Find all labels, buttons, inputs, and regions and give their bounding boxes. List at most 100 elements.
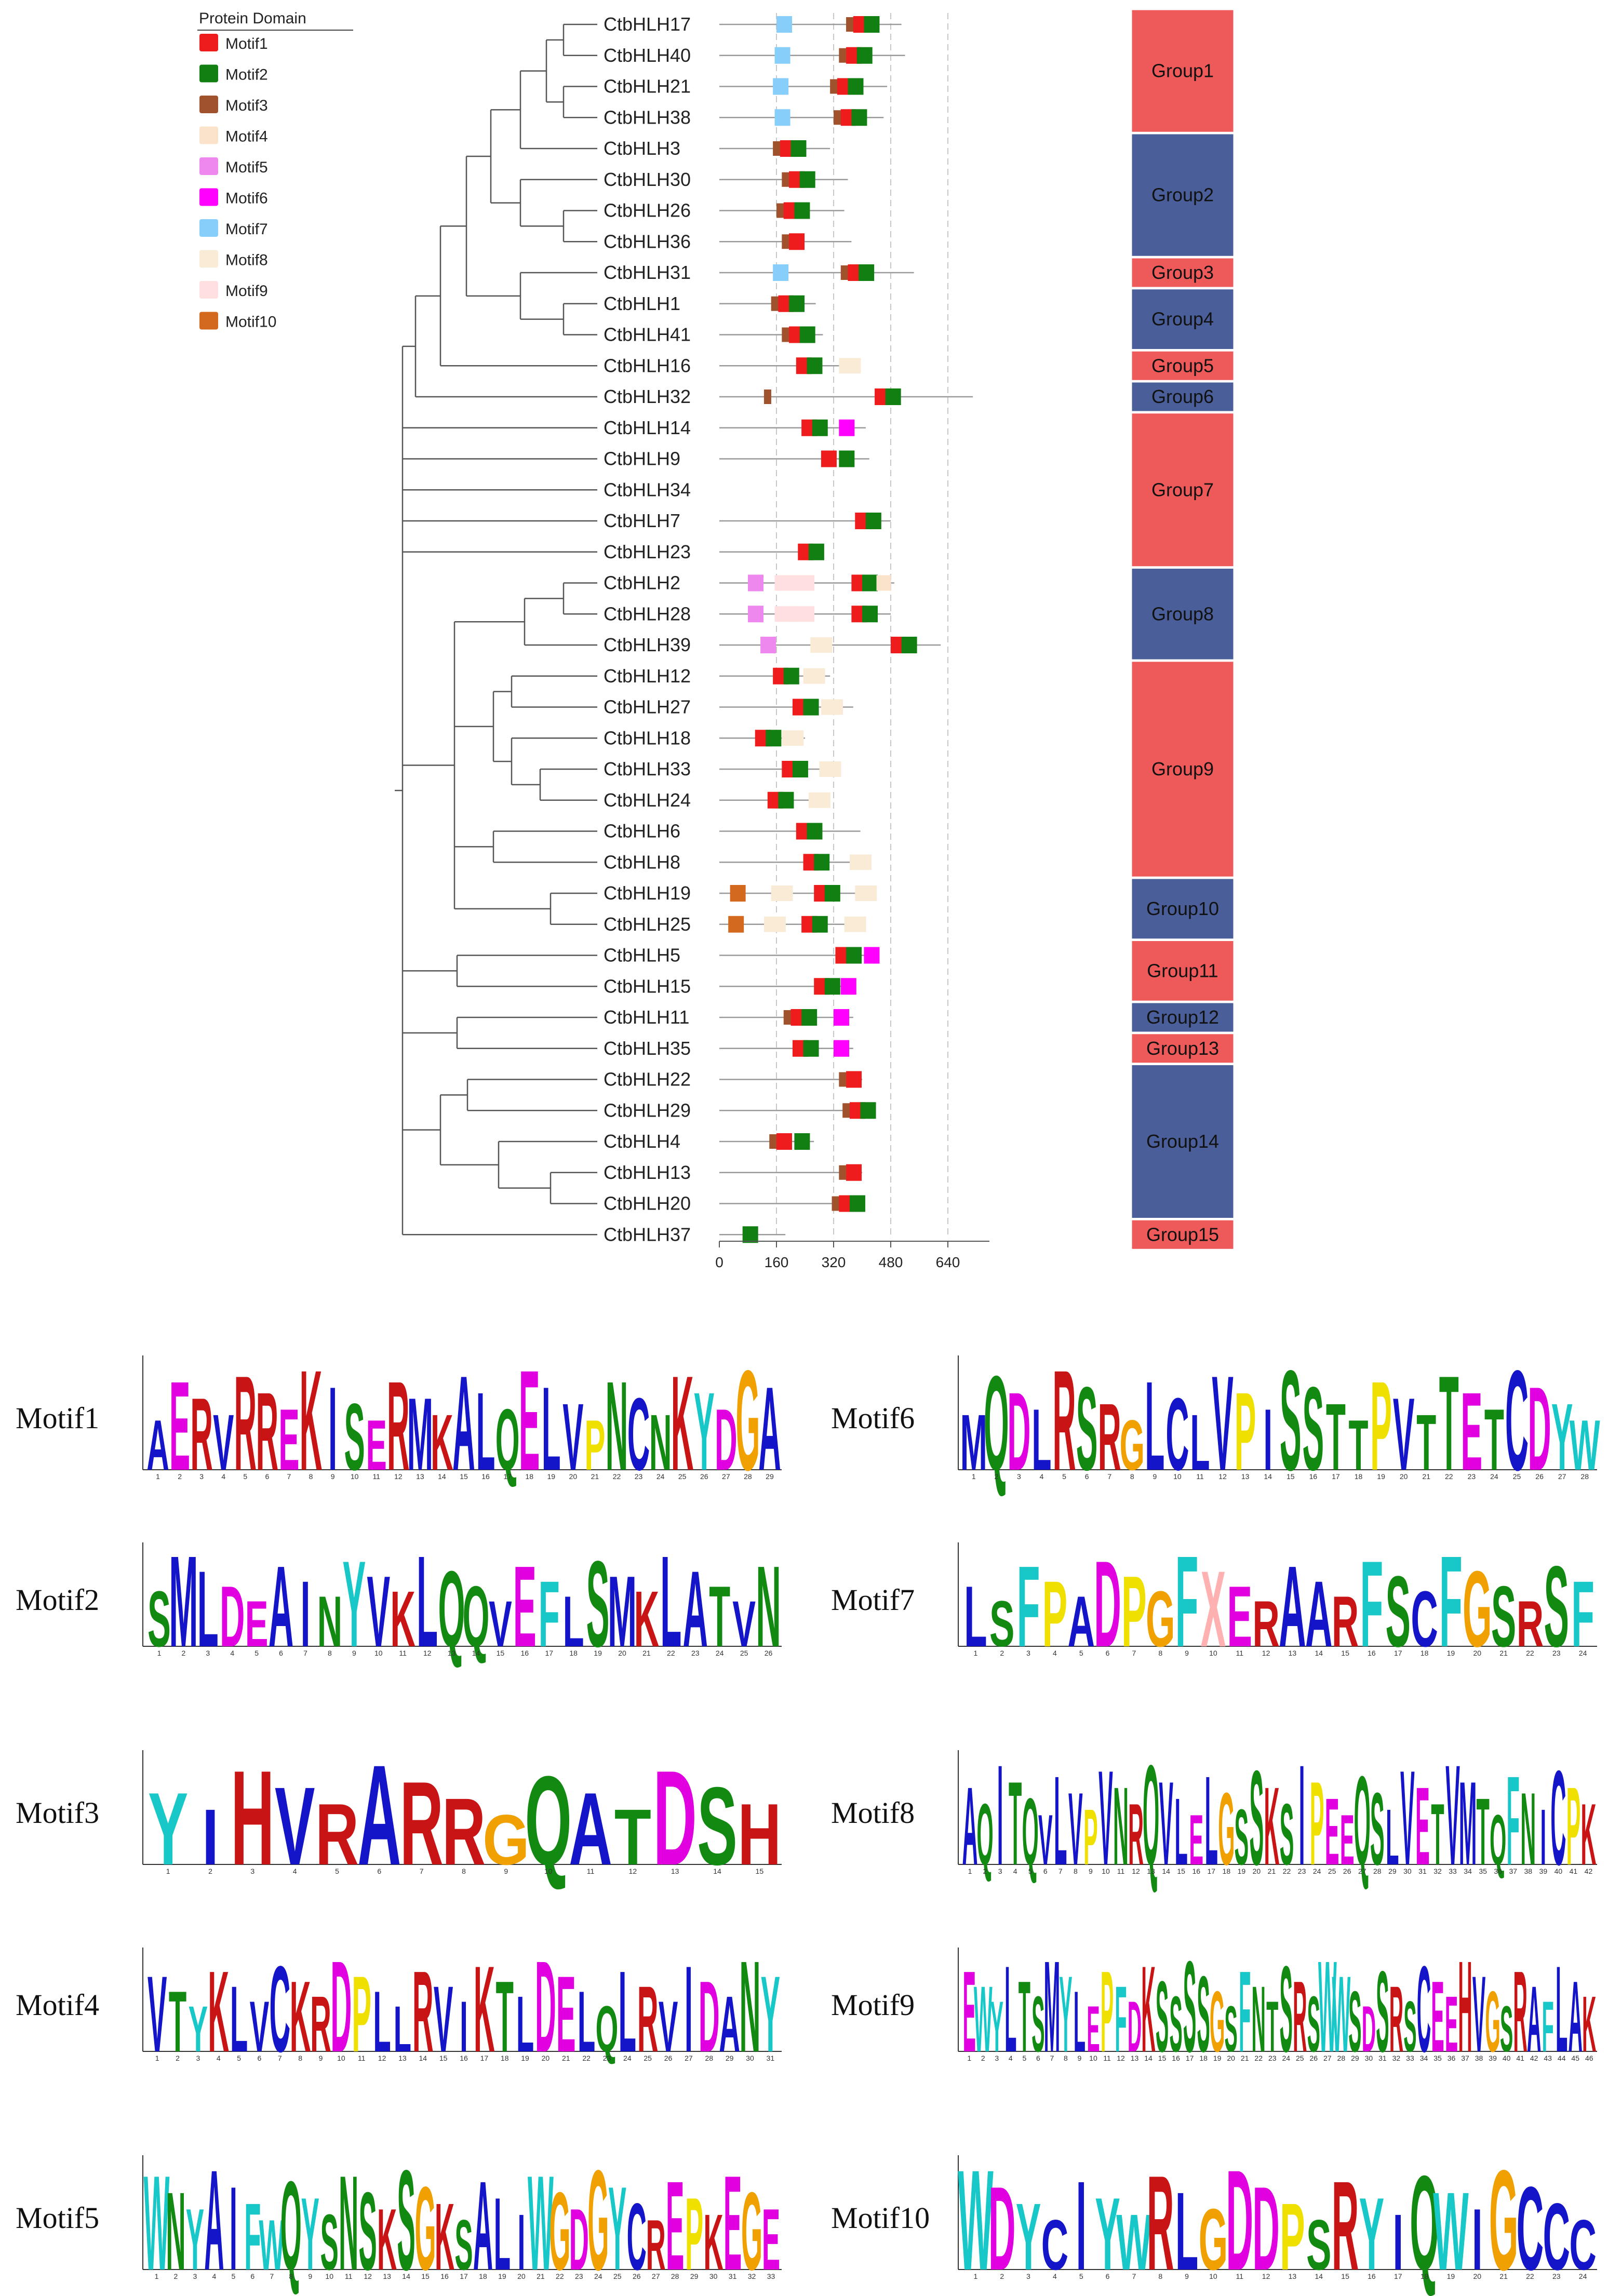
logo-letter: K bbox=[704, 2199, 723, 2287]
logo-position: 34 bbox=[1420, 2054, 1428, 2062]
logo-position: 11 bbox=[1236, 1649, 1243, 1657]
gene-label: CtbHLH14 bbox=[604, 417, 691, 438]
logo-position: 6 bbox=[1043, 1867, 1048, 1875]
logo-letter: N bbox=[756, 1541, 781, 1671]
logo-letter: E bbox=[366, 1406, 387, 1485]
logo-position: 10 bbox=[1102, 1867, 1110, 1875]
logo-letter: R bbox=[1128, 1785, 1144, 1883]
logo-position: 13 bbox=[671, 1867, 679, 1875]
logo-position: 19 bbox=[498, 2272, 506, 2280]
logo-position: 19 bbox=[1213, 2054, 1222, 2062]
logo-letter: V bbox=[732, 1588, 756, 1661]
logo-position: 2 bbox=[1000, 2272, 1004, 2280]
motif-box-motif2 bbox=[807, 823, 823, 840]
logo-letter: E bbox=[1227, 1569, 1252, 1665]
logo-position: 44 bbox=[1558, 2054, 1566, 2062]
gene-label: CtbHLH31 bbox=[604, 262, 691, 283]
logo-position: 40 bbox=[1503, 2054, 1511, 2062]
logo-position: 28 bbox=[1337, 2054, 1346, 2062]
gene-label: CtbHLH13 bbox=[604, 1162, 691, 1183]
logo-position: 27 bbox=[1558, 1472, 1566, 1481]
logo-position: 12 bbox=[394, 1472, 403, 1481]
gene-label: CtbHLH4 bbox=[604, 1131, 680, 1152]
gene-label: CtbHLH17 bbox=[604, 14, 691, 35]
motif-box-motif2 bbox=[849, 1195, 865, 1212]
motif-box-motif2 bbox=[790, 140, 807, 157]
logo-position: 14 bbox=[1144, 2054, 1153, 2062]
motif-box-motif2 bbox=[885, 388, 901, 405]
motif-box-motif2 bbox=[824, 885, 840, 902]
gene-label: CtbHLH30 bbox=[604, 169, 691, 190]
legend-swatch-motif2 bbox=[199, 64, 218, 83]
logo-letter: X bbox=[1201, 1549, 1226, 1670]
logo-letter: S bbox=[1280, 1785, 1294, 1883]
logo-position: 39 bbox=[1489, 2054, 1497, 2062]
logo-position: 2 bbox=[1000, 1649, 1004, 1657]
logo-letter: L bbox=[1031, 1390, 1051, 1488]
group-label: Group14 bbox=[1146, 1131, 1219, 1152]
logo-panel-motif7: Motif7 L1 S2 F3 P4 A5 D6 P7 G8 F9 X10 E11 R12 A13 A14 R… bbox=[831, 1529, 1597, 1674]
logo-position: 13 bbox=[1131, 2054, 1139, 2062]
logo-letter: L bbox=[1386, 1793, 1399, 1882]
legend-label-motif7: Motif7 bbox=[225, 221, 268, 238]
logo-letter: R bbox=[1252, 1587, 1279, 1660]
logo-position: 13 bbox=[398, 2054, 407, 2062]
logo-position: 26 bbox=[1535, 1472, 1544, 1481]
motif-box-motif7 bbox=[773, 78, 789, 95]
logo-letter: E bbox=[1431, 1960, 1444, 2073]
logo-position: 5 bbox=[1079, 1649, 1083, 1657]
logo-letter: L bbox=[660, 1528, 681, 1674]
logo-letter: T bbox=[1431, 1785, 1444, 1883]
logo-position: 1 bbox=[974, 1649, 978, 1657]
logo-position: 7 bbox=[1058, 1867, 1063, 1875]
gene-label: CtbHLH26 bbox=[604, 200, 691, 221]
motif-box-motif2 bbox=[839, 450, 855, 467]
axis-tick-label: 480 bbox=[879, 1254, 903, 1270]
logo-letter: W bbox=[259, 2206, 285, 2285]
motif-box-motif3 bbox=[782, 327, 789, 342]
logo-position: 3 bbox=[1026, 1649, 1030, 1657]
logo-letter: N bbox=[317, 1581, 342, 1662]
logo-letter: M bbox=[960, 1398, 987, 1487]
logo-letter: R bbox=[646, 2206, 666, 2285]
logo-position: 32 bbox=[748, 2272, 756, 2280]
legend-title: Protein Domain bbox=[199, 10, 306, 27]
logo-position: 7 bbox=[287, 1472, 291, 1481]
logo-position: 19 bbox=[1377, 1472, 1385, 1481]
group-label: Group12 bbox=[1146, 1006, 1219, 1028]
logo-position: 30 bbox=[1365, 2054, 1373, 2062]
logo-letter: W bbox=[974, 1967, 993, 2072]
gene-label: CtbHLH36 bbox=[604, 231, 691, 252]
motif-box-motif3 bbox=[771, 296, 779, 311]
logo-position: 10 bbox=[1089, 2054, 1097, 2062]
logo-position: 16 bbox=[481, 1472, 490, 1481]
logo-letter: S bbox=[1376, 1947, 1389, 2076]
logo-letter: A bbox=[204, 2140, 224, 2296]
logo-position: 16 bbox=[460, 2054, 468, 2062]
logo-letter: G bbox=[1210, 1973, 1225, 2070]
logo-panel-motif1: Motif1 A1 E2 R3 V4 R5 R6 E7 K8 I9 S10 E11 R12 M13 K14 A… bbox=[16, 1341, 782, 1500]
logo-position: 28 bbox=[744, 1472, 752, 1481]
logo-letter: I bbox=[685, 1941, 693, 2078]
logo-letter: A bbox=[1068, 1582, 1095, 1662]
logo-letter: A bbox=[473, 2155, 493, 2296]
logo-position: 27 bbox=[722, 1472, 730, 1481]
logo-position: 16 bbox=[1309, 1472, 1318, 1481]
logo-letter: T bbox=[496, 1961, 514, 2073]
logo-letter: I bbox=[518, 2199, 526, 2287]
logo-position: 35 bbox=[1433, 2054, 1442, 2062]
logo-letter: N bbox=[649, 1398, 672, 1487]
motif-box-motif10 bbox=[730, 885, 746, 902]
logo-position: 28 bbox=[705, 2054, 713, 2062]
logo-position: 26 bbox=[700, 1472, 708, 1481]
logo-position: 45 bbox=[1571, 2054, 1579, 2062]
logo-position: 21 bbox=[1241, 2054, 1249, 2062]
gene-label: CtbHLH37 bbox=[604, 1224, 691, 1245]
legend-swatch-motif4 bbox=[199, 126, 218, 144]
logo-position: 2 bbox=[208, 1867, 212, 1875]
logo-letter: D bbox=[569, 2191, 589, 2289]
logo-letter: Y bbox=[1551, 1384, 1573, 1491]
logo-letter: K bbox=[390, 1574, 415, 1663]
logo-letter: T bbox=[1009, 1757, 1022, 1890]
logo-letter: R bbox=[1517, 1587, 1544, 1660]
